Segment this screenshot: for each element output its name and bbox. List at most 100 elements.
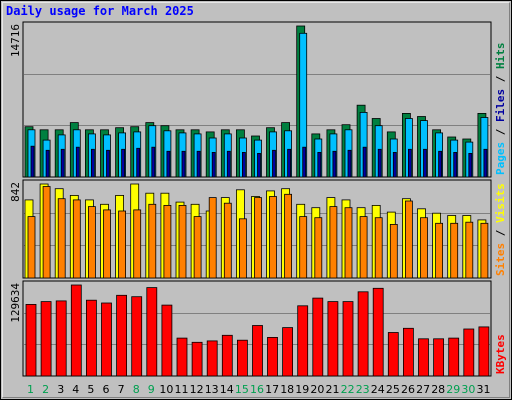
bar-sites-sites-day-19 [299,216,308,279]
bar-hits-pages-day-19 [302,146,307,178]
bar-sites-sites-day-28 [435,222,444,279]
bar-kbytes-kbytes-day-14 [221,334,233,377]
x-tick-label-day-25: 25 [386,383,400,396]
y-max-label-sites: 842 [9,182,22,202]
bar-kbytes-kbytes-day-2 [40,301,52,377]
x-tick-label-day-5: 5 [87,383,94,396]
bar-hits-pages-day-30 [468,152,473,178]
x-tick-label-day-20: 20 [310,383,324,396]
bar-sites-sites-day-16 [254,197,262,279]
x-tick-label-day-24: 24 [371,383,385,396]
bar-hits-pages-day-4 [75,146,80,178]
bar-hits-pages-day-23 [362,146,367,178]
bar-kbytes-kbytes-day-25 [387,332,399,377]
bar-sites-sites-day-18 [284,193,293,279]
bar-hits-pages-day-5 [91,148,95,178]
bar-kbytes-kbytes-day-17 [267,336,278,377]
bar-sites-sites-day-9 [148,203,157,279]
bar-kbytes-kbytes-day-23 [357,291,369,377]
bar-sites-sites-day-8 [133,209,142,279]
bar-kbytes-kbytes-day-13 [206,340,218,377]
bar-hits-pages-day-12 [196,150,201,178]
bar-kbytes-kbytes-day-11 [176,337,188,377]
x-tick-label-day-27: 27 [416,383,430,396]
bar-hits-pages-day-17 [272,149,276,178]
bar-hits-pages-day-1 [30,145,35,178]
bar-kbytes-kbytes-day-18 [282,327,294,377]
bar-kbytes-kbytes-day-26 [402,327,414,377]
bar-kbytes-kbytes-day-7 [116,294,127,377]
bar-hits-pages-day-21 [332,150,337,178]
bar-kbytes-kbytes-day-12 [191,341,203,377]
bar-sites-sites-day-3 [57,198,66,279]
bar-sites-sites-day-17 [269,196,277,279]
bar-hits-pages-day-6 [106,149,110,178]
chart-title: Daily usage for March 2025 [6,4,194,18]
bar-sites-sites-day-7 [118,210,126,279]
x-tick-label-day-19: 19 [295,383,309,396]
bar-sites-sites-day-27 [420,217,428,279]
x-tick-label-day-3: 3 [57,383,64,396]
bar-hits-pages-day-10 [166,150,171,178]
bar-sites-sites-day-29 [450,222,459,279]
legend-label-hits: Pages / Files / Hits [494,43,507,176]
x-tick-label-day-28: 28 [431,383,445,396]
x-tick-label-day-21: 21 [326,383,340,396]
x-tick-label-day-13: 13 [205,383,219,396]
bar-sites-sites-day-20 [314,217,323,279]
legend-part: Hits [494,43,507,70]
x-tick-label-day-8: 8 [133,383,140,396]
legend-label-sites: Sites / Visits [494,183,507,276]
bar-hits-pages-day-20 [317,151,322,178]
x-tick-label-day-29: 29 [446,383,460,396]
bar-hits-pages-day-15 [241,151,246,178]
bar-hits-pages-day-24 [377,148,382,178]
bar-hits-pages-day-2 [45,149,50,178]
bar-kbytes-kbytes-day-20 [312,297,324,377]
x-tick-label-day-2: 2 [42,383,49,396]
bar-hits-pages-day-7 [121,148,125,178]
legend-part: Files [494,89,507,122]
bar-sites-sites-day-6 [103,209,111,279]
bar-kbytes-kbytes-day-27 [418,338,429,377]
y-max-label-kbytes: 129634 [9,283,22,323]
bar-hits-pages-day-25 [392,151,397,178]
bar-kbytes-kbytes-day-21 [327,301,339,377]
bar-hits-pages-day-27 [423,148,427,178]
y-max-label-hits: 14716 [9,24,22,57]
bar-kbytes-kbytes-day-28 [433,338,445,377]
bar-sites-sites-day-21 [329,206,338,279]
bar-hits-pages-day-29 [453,151,458,178]
bar-kbytes-kbytes-day-24 [372,287,384,377]
bar-hits-pages-day-11 [181,150,186,178]
legend-part: Pages [494,142,507,175]
bar-kbytes-kbytes-day-15 [236,339,248,377]
bar-sites-sites-day-12 [193,216,202,279]
bar-kbytes-kbytes-day-16 [252,325,263,377]
x-tick-label-day-17: 17 [265,383,279,396]
bar-sites-sites-day-2 [42,186,51,279]
legend-part: KBytes [494,334,507,374]
bar-sites-sites-day-26 [404,200,413,279]
bar-sites-sites-day-10 [163,204,172,279]
bar-hits-pages-day-3 [60,148,65,178]
bar-hits-pages-day-8 [136,147,141,178]
x-tick-label-day-11: 11 [175,383,189,396]
bar-sites-sites-day-24 [374,217,383,279]
bar-kbytes-kbytes-day-5 [86,299,97,377]
bar-sites-sites-day-30 [465,221,474,279]
x-tick-label-day-15: 15 [235,383,249,396]
bar-sites-sites-day-14 [223,202,232,279]
bar-hits-pages-day-9 [151,146,156,178]
bar-hits-pages-day-31 [483,148,488,178]
bar-kbytes-kbytes-day-3 [55,300,67,377]
bar-kbytes-kbytes-day-9 [146,287,158,377]
bar-kbytes-kbytes-day-22 [342,301,354,377]
x-tick-label-day-1: 1 [27,383,34,396]
bar-sites-sites-day-4 [72,199,81,279]
bar-sites-sites-day-1 [27,216,36,279]
legend-part: Sites [494,243,507,276]
bar-sites-sites-day-31 [480,222,489,279]
x-tick-label-day-23: 23 [356,383,370,396]
